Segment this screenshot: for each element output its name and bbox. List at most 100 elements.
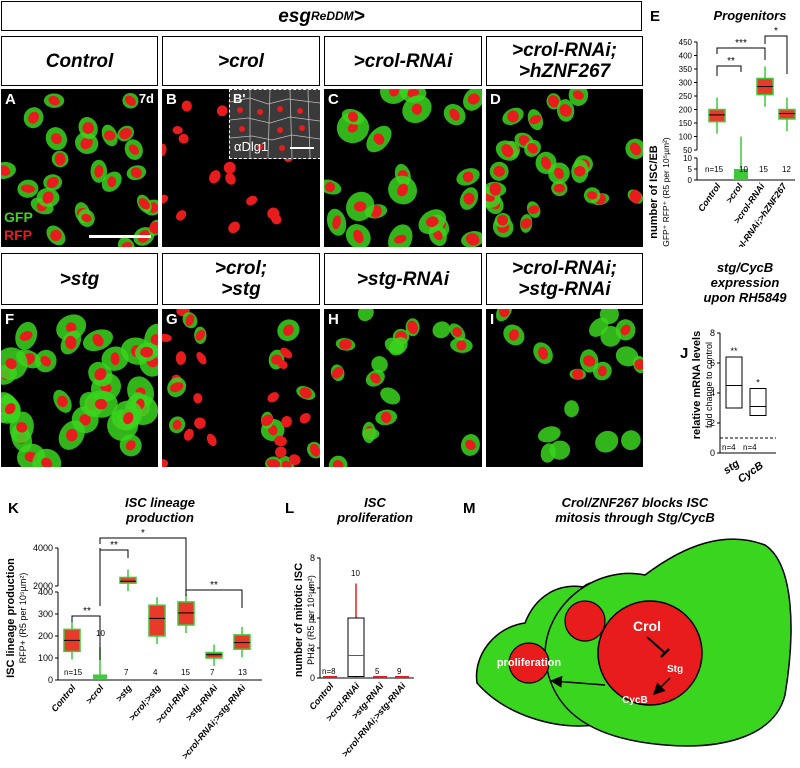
header-crol-rnai-hznf: >crol-RNAi; >hZNF267 <box>486 36 643 86</box>
rfp-nucleus <box>380 411 392 424</box>
chart-e-tick-label: 0 <box>688 176 693 185</box>
timepoint-label: 7d <box>138 91 154 106</box>
rfp-nucleus <box>94 368 107 381</box>
gfp-cell <box>432 321 451 339</box>
gfp-cell <box>380 387 401 405</box>
chart-e-ylabel: number of ISC/EB <box>648 145 660 239</box>
rfp-nucleus <box>124 95 136 106</box>
panel-letter-c: C <box>328 91 339 108</box>
rfp-nucleus <box>331 366 344 379</box>
rfp-nucleus <box>267 392 279 403</box>
microscopy-texture <box>1 92 158 247</box>
rfp-nucleus <box>332 459 344 467</box>
rfp-nucleus <box>92 333 104 347</box>
rfp-nucleus <box>66 428 78 442</box>
chart-l-n-2: 10 <box>351 569 360 578</box>
rfp-nucleus <box>50 133 62 145</box>
panel-letter-e: E <box>650 8 661 25</box>
stg-label: Stg <box>667 664 683 675</box>
rfp-nucleus <box>498 309 510 318</box>
rfp-nucleus <box>79 413 91 426</box>
chart-j-n-1: n=4 <box>722 443 736 452</box>
microscopy-texture <box>324 89 482 247</box>
rfp-nucleus <box>1 165 11 176</box>
rfp-nucleus <box>463 192 475 205</box>
chart-k-sig-2: ** <box>110 540 118 551</box>
chart-k-n-5: 15 <box>181 668 190 677</box>
rfp-nucleus <box>629 142 641 156</box>
chart-l-ylabel-sub: PH3⁺ (R5 per 10⁵µm²) <box>306 575 316 665</box>
gfp-cell <box>389 337 408 356</box>
rfp-nucleus <box>275 446 287 458</box>
gfp-cell <box>564 400 579 418</box>
rfp-nucleus <box>353 201 367 212</box>
rfp-nucleus <box>634 359 643 370</box>
rfp-nucleus <box>185 314 195 327</box>
rfp-nucleus <box>339 339 352 350</box>
rfp-nucleus <box>120 241 132 247</box>
chart-k: ISC lineage production RFP+ (R5 per 10⁵µ… <box>5 528 262 761</box>
chart-k-tick-label: 2000 <box>33 581 53 591</box>
gfp-cell <box>599 309 619 325</box>
chart-e-tick-label: 150 <box>679 119 693 128</box>
rfp-nucleus <box>407 89 419 98</box>
rfp-nucleus <box>332 215 341 230</box>
chart-e-tick-label: 350 <box>679 65 693 74</box>
chart-k-xlabel: Control <box>49 682 78 713</box>
image-panel-i: I <box>486 309 643 467</box>
microscopy-texture <box>1 314 158 467</box>
gfp-label: GFP <box>4 209 33 225</box>
rfp-nucleus <box>149 221 158 234</box>
rfp-nucleus <box>274 435 287 447</box>
rfp-nucleus <box>527 143 538 154</box>
chart-e-n-4: 12 <box>782 165 791 174</box>
rfp-nucleus <box>583 355 596 367</box>
rfp-nucleus <box>65 322 77 333</box>
chart-k-n-3: 7 <box>124 668 129 677</box>
rfp-nucleus <box>462 171 474 183</box>
rfp-nucleus <box>347 111 359 122</box>
chart-k-tick-label: 4000 <box>33 543 53 553</box>
chart-j-box <box>749 388 767 416</box>
rfp-nucleus <box>586 191 598 200</box>
svg-text:CycB: CycB <box>736 460 766 486</box>
chart-e-tick-label: 50 <box>683 146 692 155</box>
rfp-nucleus <box>162 459 169 467</box>
rfp-nucleus <box>128 144 139 155</box>
rfp-nucleus <box>283 324 294 336</box>
header-suffix: > <box>353 5 365 27</box>
rfp-nucleus <box>162 143 167 157</box>
rfp-nucleus <box>209 170 221 184</box>
rfp-nucleus <box>94 164 104 178</box>
chart-e-tick-label: 10 <box>683 154 692 163</box>
rfp-nucleus <box>548 95 560 108</box>
image-panel-d: D <box>486 89 643 247</box>
chart-j-tick-label: 6 <box>710 358 715 368</box>
chart-j-sig: ** <box>730 346 738 356</box>
nucleus-main <box>597 600 703 706</box>
rfp-nucleus <box>501 144 514 157</box>
gfp-cell <box>549 440 571 460</box>
rfp-nucleus <box>57 395 68 408</box>
chart-k-n-1: n=15 <box>64 668 83 677</box>
rfp-nucleus <box>538 346 548 360</box>
panel-e-title: Progenitors <box>713 8 787 23</box>
rfp-nucleus <box>373 133 385 145</box>
chart-l-n-1: n=8 <box>322 667 336 676</box>
rfp-nucleus <box>19 331 33 341</box>
panel-letter-j: J <box>680 345 689 362</box>
svg-text:Control: Control <box>696 181 723 213</box>
gfp-cell <box>600 326 622 347</box>
rfp-nucleus <box>261 414 274 427</box>
chart-e-n-2: 10 <box>739 165 748 174</box>
rfp-nucleus <box>40 355 52 367</box>
rfp-nucleus <box>277 359 288 369</box>
chart-j-tick-label: 4 <box>710 388 715 398</box>
chart-k-box <box>148 604 166 637</box>
rfp-nucleus <box>288 454 301 466</box>
header-crol-rnai-stg-rnai: >crol-RNAi; >stg-RNAi <box>486 253 643 305</box>
panel-k-title: ISC lineage production <box>124 495 196 525</box>
rfp-nucleus <box>597 365 607 377</box>
rfp-nucleus <box>140 346 154 358</box>
rfp-nucleus <box>4 403 16 415</box>
